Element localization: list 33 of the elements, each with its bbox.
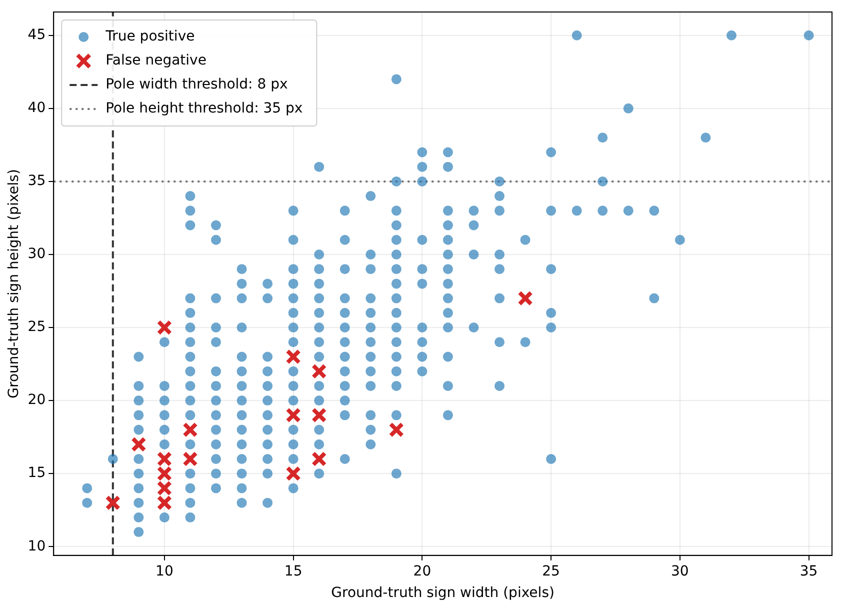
point	[286, 408, 301, 423]
x-tick-label: 30	[671, 563, 689, 580]
y-tick-label: 45	[28, 27, 46, 44]
y-tick-label: 35	[28, 173, 46, 190]
x-tick-label: 25	[542, 563, 560, 580]
x-tick-label: 10	[156, 563, 174, 580]
point	[311, 451, 327, 467]
y-axis-title: Ground-truth sign height (pixels)	[6, 169, 22, 398]
point	[286, 349, 301, 364]
legend-label: Pole height threshold: 35 px	[106, 100, 303, 117]
point	[182, 422, 198, 438]
point	[311, 408, 327, 423]
x-tick-label: 15	[284, 563, 302, 580]
y-tick-label: 20	[28, 392, 46, 408]
y-tick-label: 15	[28, 465, 46, 482]
point	[311, 364, 327, 379]
point	[131, 436, 146, 452]
y-tick-label: 25	[28, 319, 46, 336]
y-tick-label: 10	[28, 538, 46, 554]
point	[388, 422, 404, 438]
x-tick-label: 20	[413, 563, 432, 580]
legend-label: False negative	[106, 52, 206, 69]
y-tick-label: 30	[28, 246, 46, 262]
point	[286, 466, 301, 482]
x-tick-label: 35	[800, 563, 818, 580]
ref-line-label: Pole width threshold: 8 px	[106, 76, 288, 93]
x-axis-title: Ground-truth sign width (pixels)	[331, 585, 554, 602]
point	[105, 495, 121, 510]
point	[518, 290, 533, 306]
point	[182, 451, 198, 467]
legend-label: True positive	[104, 28, 195, 45]
point	[156, 320, 172, 336]
y-tick-label: 40	[28, 100, 46, 116]
